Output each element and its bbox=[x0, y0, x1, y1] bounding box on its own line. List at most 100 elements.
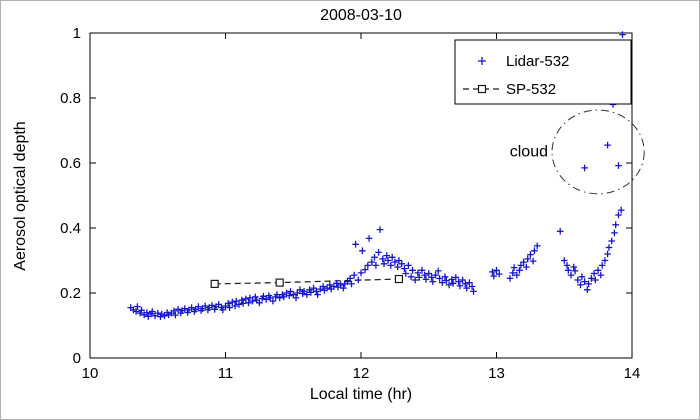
lidar-532-point bbox=[604, 250, 611, 258]
lidar-532-point bbox=[333, 279, 340, 287]
lidar-532-point bbox=[605, 244, 613, 251]
lidar-532-point bbox=[462, 280, 469, 288]
lidar-532-point bbox=[516, 266, 523, 274]
lidar-532-point bbox=[598, 262, 606, 269]
lidar-532-point bbox=[429, 278, 437, 285]
lidar-532-point bbox=[280, 293, 288, 301]
lidar-532-point bbox=[421, 271, 428, 279]
x-tick-label: 11 bbox=[218, 365, 234, 382]
lidar-532-point bbox=[340, 284, 347, 292]
lidar-532-point bbox=[224, 300, 232, 307]
lidar-532-point bbox=[355, 276, 362, 284]
y-tick-label: 0.4 bbox=[60, 220, 81, 237]
lidar-532-point bbox=[411, 276, 419, 284]
lidar-532-point bbox=[174, 305, 182, 313]
lidar-532-point bbox=[376, 226, 384, 233]
lidar-532-point bbox=[416, 274, 423, 281]
lidar-532-point bbox=[604, 141, 611, 149]
cloud-circle bbox=[551, 109, 645, 195]
lidar-532-point bbox=[418, 266, 426, 274]
lidar-532-point bbox=[448, 276, 456, 283]
lidar-532-point bbox=[581, 278, 588, 285]
lidar-532-point bbox=[172, 311, 179, 319]
lidar-532-point bbox=[509, 269, 517, 277]
chart-title: 2008-03-10 bbox=[320, 7, 402, 24]
lidar-532-point bbox=[556, 227, 564, 235]
lidar-532-point bbox=[563, 262, 571, 269]
y-tick-label: 0 bbox=[73, 350, 81, 367]
lidar-532-point bbox=[262, 296, 270, 303]
lidar-532-point bbox=[134, 303, 141, 310]
y-tick-label: 0.2 bbox=[60, 285, 81, 302]
lidar-532-point bbox=[188, 304, 195, 311]
lidar-532-point bbox=[348, 280, 355, 288]
lidar-532-point bbox=[388, 253, 396, 261]
lidar-532-point bbox=[574, 276, 582, 284]
lidar-532-point bbox=[361, 266, 369, 273]
lidar-532-point bbox=[201, 302, 209, 310]
lidar-532-point bbox=[372, 262, 380, 269]
lidar-532-point bbox=[208, 302, 216, 309]
lidar-532-point bbox=[387, 262, 395, 269]
sp-532-marker bbox=[394, 274, 404, 284]
lidar-532-point bbox=[269, 297, 277, 305]
lidar-532-point bbox=[285, 292, 293, 299]
x-tick-label: 13 bbox=[488, 365, 505, 382]
lidar-532-point bbox=[219, 306, 227, 314]
lidar-532-point bbox=[357, 269, 365, 277]
lidar-532-point bbox=[398, 260, 405, 268]
lidar-532-point bbox=[449, 279, 457, 287]
lidar-532-point bbox=[402, 270, 409, 277]
lidar-532-point bbox=[252, 293, 259, 301]
lidar-532-point bbox=[383, 252, 390, 259]
lidar-532-point bbox=[303, 291, 311, 298]
lidar-532-point bbox=[493, 266, 500, 274]
y-tick-label: 0.6 bbox=[60, 155, 81, 172]
lidar-532-point bbox=[229, 298, 236, 306]
legend-item-label: SP-532 bbox=[506, 81, 556, 98]
lidar-532-point bbox=[459, 276, 466, 284]
lidar-532-point bbox=[391, 258, 399, 266]
lidar-532-point bbox=[365, 235, 373, 242]
lidar-532-point bbox=[577, 281, 584, 289]
lidar-532-point bbox=[409, 266, 416, 274]
lidar-532-point bbox=[238, 296, 246, 304]
cloud-annotation: cloud bbox=[510, 109, 645, 195]
lidar-532-point bbox=[136, 309, 144, 317]
lidar-532-point bbox=[181, 305, 189, 312]
lidar-532-point bbox=[594, 266, 602, 274]
lidar-532-point bbox=[615, 162, 622, 169]
lidar-532-point bbox=[513, 271, 521, 279]
lidar-532-point bbox=[425, 270, 433, 277]
lidar-532-point bbox=[611, 229, 618, 237]
legend-sp-marker bbox=[477, 84, 487, 94]
lidar-532-point bbox=[195, 303, 202, 310]
plot-area: 10 11 12 13 14 0 0.2 0.4 0.6 0.8 1 bbox=[60, 25, 640, 382]
lidar-532-point bbox=[581, 164, 588, 172]
lidar-532-point bbox=[592, 276, 599, 284]
lidar-532-point bbox=[434, 267, 442, 275]
lidar-532-point bbox=[314, 291, 321, 298]
lidar-532-point bbox=[510, 264, 518, 271]
lidar-532-point bbox=[608, 237, 615, 245]
lidar-532-point bbox=[489, 268, 496, 276]
lidar-532-point bbox=[527, 251, 534, 258]
lidar-532-point bbox=[226, 304, 233, 311]
lidar-532-point bbox=[313, 288, 320, 295]
x-axis-label: Local time (hr) bbox=[310, 386, 412, 403]
lidar-532-point bbox=[132, 308, 140, 315]
x-tick-label: 14 bbox=[624, 365, 641, 382]
lidar-532-point bbox=[452, 274, 460, 281]
lidar-532-point bbox=[561, 257, 568, 264]
lidar-532-point bbox=[379, 255, 386, 263]
cloud-label: cloud bbox=[510, 144, 548, 161]
lidar-532-point bbox=[394, 263, 401, 271]
lidar-532-point bbox=[441, 273, 449, 281]
lidar-532-point bbox=[368, 258, 376, 266]
lidar-532-point bbox=[231, 302, 239, 310]
lidar-532-point bbox=[490, 272, 498, 280]
lidar-532-point bbox=[531, 247, 538, 255]
x-tick-label: 12 bbox=[353, 365, 370, 382]
